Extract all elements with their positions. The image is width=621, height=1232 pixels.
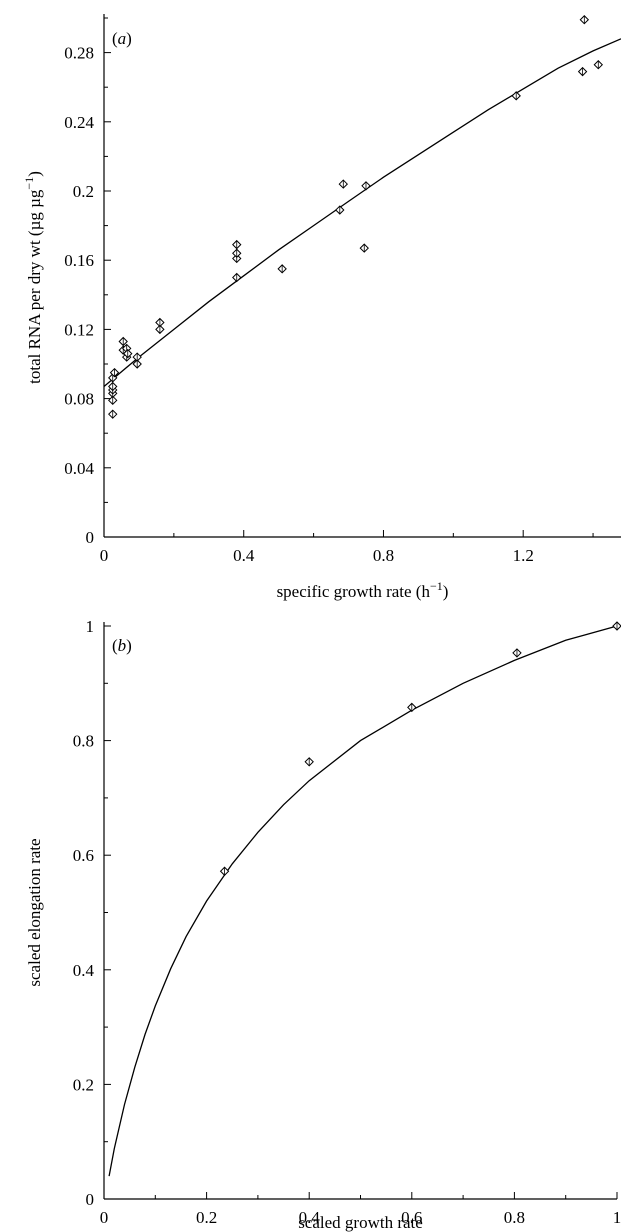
data-point-3 [407, 702, 417, 713]
panel-label-close: ) [126, 29, 132, 48]
x-tick-label: 0.8 [504, 1208, 525, 1227]
y-tick-label: 0.12 [64, 320, 94, 339]
y-axis-title: total RNA per dry wt (µg µg−1) [22, 171, 44, 384]
data-point-23 [338, 179, 348, 189]
x-axis-title: specific growth rate (h−1) [277, 579, 449, 601]
fitted-curve [108, 625, 618, 1177]
x-tick-label: 0.4 [299, 1208, 321, 1227]
data-point-22 [335, 205, 345, 215]
y-tick-label: 0.24 [64, 113, 94, 132]
data-point-5 [612, 621, 621, 631]
data-point-27 [577, 66, 588, 77]
x-axis-title-tail: ) [443, 582, 449, 601]
y-axis-title-text: scaled elongation rate [25, 838, 44, 986]
y-tick-label: 0.4 [73, 961, 95, 980]
panel-a-rna-vs-growth-rate: 0 0.04 0.08 0.12 0.16 0.2 0.24 0.28 0 0.4 0.8 1.2 (a… [22, 14, 621, 601]
panel-b-elongation-vs-growth-rate: 0 0.2 0.4 0.6 0.8 1 0 0.2 0.4 0.6 0.8 1 (b) scaled gr… [25, 617, 621, 1232]
y-tick-label: 0 [86, 528, 95, 547]
y-tick-label: 0.8 [73, 732, 94, 751]
panel-label-open: ( [112, 636, 118, 655]
x-axis-title-text: specific growth rate (h [277, 582, 431, 601]
x-tick-label: 1.2 [513, 546, 534, 565]
x-axis-title: scaled growth rate [298, 1213, 423, 1232]
data-point-1 [108, 409, 118, 419]
y-tick-label: 0.28 [64, 44, 94, 63]
data-point-4 [512, 648, 522, 658]
data-point-5 [108, 381, 118, 392]
y-tick-label: 0.2 [73, 182, 94, 201]
data-point-19 [232, 248, 242, 258]
y-tick-label: 0 [86, 1190, 95, 1209]
data-point-25 [361, 181, 371, 191]
y-tick-label: 0.6 [73, 846, 94, 865]
panel-label-open: ( [112, 29, 118, 48]
x-axis-title-text: scaled growth rate [298, 1213, 423, 1232]
data-point-2 [304, 757, 314, 767]
data-point-17 [232, 272, 242, 283]
x-tick-label: 0.8 [373, 546, 394, 565]
data-point-28 [579, 15, 590, 25]
panel-label: (a) [112, 29, 132, 48]
y-axis-title: scaled elongation rate [25, 838, 44, 986]
data-point-26 [511, 91, 521, 101]
panel-label: (b) [112, 636, 132, 655]
y-tick-label: 0.04 [64, 459, 94, 478]
data-point-16 [155, 317, 165, 328]
panel-label-letter: b [118, 636, 127, 655]
y-axis-title-tail: ) [25, 171, 44, 177]
data-point-14 [132, 352, 142, 362]
y-tick-label: 0.2 [73, 1075, 94, 1094]
x-tick-label: 0.4 [233, 546, 255, 565]
y-tick-label: 1 [86, 617, 95, 636]
y-axis-title-superscript: −1 [22, 177, 36, 190]
data-point-24 [359, 243, 369, 253]
data-point-20 [232, 239, 242, 250]
x-tick-label: 1 [613, 1208, 621, 1227]
data-point-21 [277, 264, 287, 274]
data-point-29 [593, 60, 604, 70]
x-axis-title-superscript: −1 [430, 579, 443, 593]
data-point-9 [118, 336, 128, 347]
fitted-curve [103, 38, 621, 387]
x-tick-label: 0 [100, 546, 109, 565]
x-tick-label: 0.2 [196, 1208, 217, 1227]
y-tick-label: 0.08 [64, 390, 94, 409]
panel-label-close: ) [126, 636, 132, 655]
x-tick-label: 0 [100, 1208, 109, 1227]
data-point-12 [123, 348, 133, 359]
data-point-7 [109, 367, 120, 378]
y-tick-label: 0.16 [64, 251, 94, 270]
x-tick-label: 0.6 [401, 1208, 422, 1227]
panel-label-letter: a [118, 29, 127, 48]
data-point-1 [219, 866, 230, 876]
y-axis-title-text: total RNA per dry wt (µg µg [25, 189, 44, 384]
